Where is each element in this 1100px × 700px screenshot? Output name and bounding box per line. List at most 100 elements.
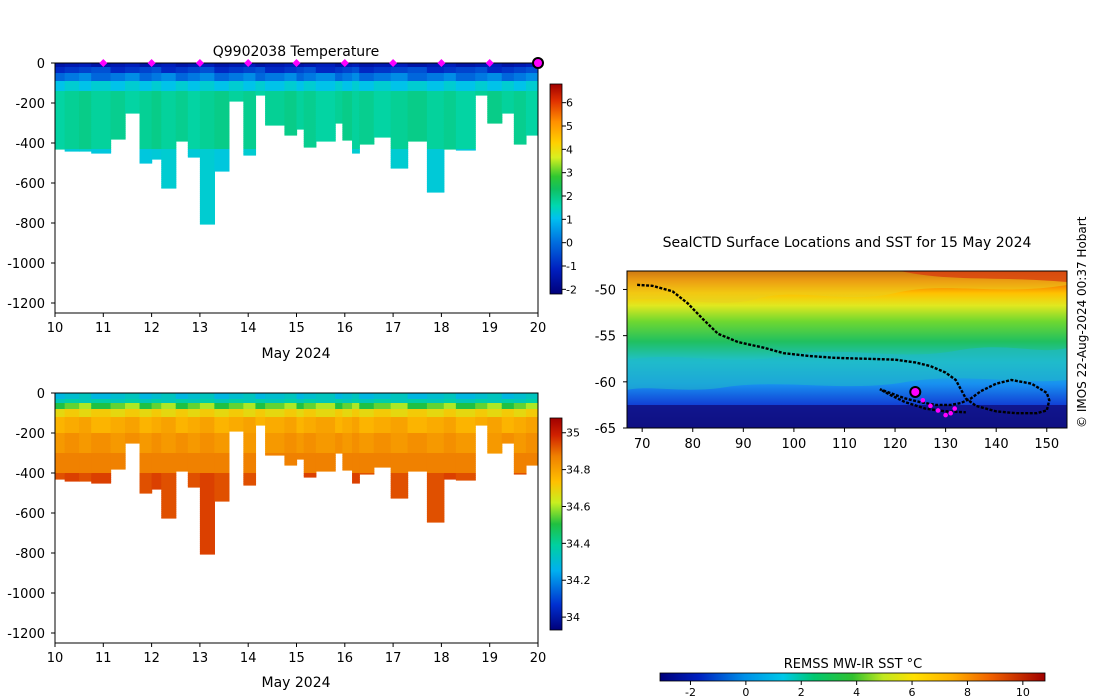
temperature-cell [335,71,343,74]
salinity-cell [199,409,215,412]
salinity-cell [91,455,112,458]
salinity-cell [91,471,112,474]
temperature-cell [443,135,457,138]
salinity-cell [342,405,353,408]
temperature-cell [55,75,66,78]
temperature-cell [55,99,66,102]
salinity-cell [315,411,336,414]
salinity-cell [284,451,298,454]
temperature-cell [161,89,177,92]
salinity-cell [199,541,215,544]
salinity-cell [335,431,343,434]
salinity-cell [352,411,360,414]
salinity-cell [315,449,336,452]
salinity-cell [359,443,375,446]
lat-tick-label: -60 [595,376,616,391]
temperature-cell [335,117,343,120]
temperature-cell [407,87,428,90]
salinity-cell [199,431,215,434]
temperature-cell [187,135,201,138]
salinity-cell [110,461,126,464]
salinity-cell [91,465,112,468]
salinity-cell [161,409,177,412]
salinity-cell [199,499,215,502]
temperature-cell [359,87,375,90]
temperature-cell [151,75,162,78]
salinity-cell [284,461,298,464]
temperature-cell [455,133,476,136]
temperature-cell [315,135,336,138]
salinity-cell [390,489,409,492]
salinity-cell [55,409,66,412]
salinity-cell [255,407,266,410]
temperature-cell [199,81,215,84]
salinity-cell [426,473,445,476]
salinity-cell [390,399,409,402]
temperature-cell [139,161,153,164]
temperature-cell [335,95,343,98]
temperature-cell [139,159,153,162]
temperature-cell [335,85,343,88]
temperature-cell [359,75,375,78]
salinity-cell [161,487,177,490]
salinity-cell [342,419,353,422]
temperature-cell [525,123,538,126]
salinity-cell [91,421,112,424]
temperature-cell [214,155,230,158]
temperature-cell [455,89,476,92]
salinity-cell [199,519,215,522]
salinity-cell [284,405,298,408]
temperature-cell [513,135,527,138]
salinity-cell [335,399,343,402]
temperature-cell [426,87,445,90]
temperature-cell [125,103,141,106]
salinity-cell [199,535,215,538]
temperature-cell [110,79,126,82]
salinity-cell [187,445,201,448]
salinity-cell [151,427,162,430]
temperature-cell [199,221,215,224]
salinity-cell [426,457,445,460]
temperature-cell [91,67,112,70]
temperature-cell [55,95,66,98]
temperature-cell [161,67,177,70]
temperature-cell [455,111,476,114]
temperature-cell [110,127,126,130]
temperature-cell [303,71,317,74]
salinity-cell [214,461,230,464]
temperature-cell [475,75,488,78]
salinity-cell [139,395,153,398]
salinity-cell [187,461,201,464]
salinity-cell [199,525,215,528]
temperature-cell [199,185,215,188]
salinity-cell [335,395,343,398]
salinity-cell [315,437,336,440]
temperature-cell [175,123,189,126]
temperature-cell [407,133,428,136]
temperature-cell [525,113,538,116]
temperature-cell [342,99,353,102]
temperature-cell [284,89,298,92]
temperature-cell [373,81,392,84]
salinity-cell [284,421,298,424]
salinity-cell [175,411,189,414]
temperature-cell [315,121,336,124]
temperature-cell [161,107,177,110]
temperature-cell [335,101,343,104]
salinity-cell [243,473,257,476]
salinity-cell [265,433,286,436]
temperature-cell [525,81,538,84]
temperature-cell [199,197,215,200]
temperature-cell [390,111,409,114]
temperature-cell [390,113,409,116]
salinity-cell [64,451,80,454]
temperature-cell [199,145,215,148]
temperature-cell [64,137,80,140]
surface-marker [147,59,156,67]
temperature-cell [455,117,476,120]
salinity-cell [373,441,392,444]
temperature-cell [214,121,230,124]
salinity-cell [315,439,336,442]
salinity-cell [501,435,515,438]
temperature-cell [139,133,153,136]
